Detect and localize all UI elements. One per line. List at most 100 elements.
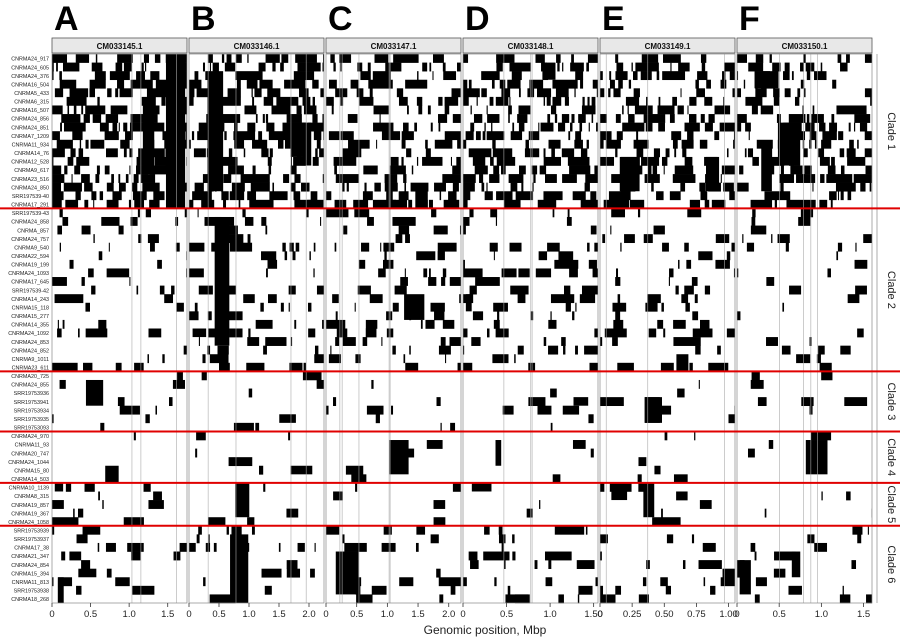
sample-label: CNRMA11_934 bbox=[12, 142, 49, 148]
presence-block bbox=[345, 465, 364, 475]
presence-block bbox=[600, 397, 624, 407]
presence-block bbox=[701, 62, 706, 72]
presence-block bbox=[547, 114, 551, 123]
presence-block bbox=[93, 199, 95, 209]
presence-block bbox=[594, 242, 598, 252]
presence-block bbox=[226, 54, 232, 63]
presence-block bbox=[726, 251, 731, 261]
presence-block bbox=[162, 131, 166, 141]
presence-block bbox=[332, 294, 339, 304]
shared-presence-block bbox=[676, 354, 689, 372]
presence-block bbox=[141, 96, 156, 106]
presence-block bbox=[537, 405, 552, 415]
presence-block bbox=[420, 319, 423, 329]
presence-block bbox=[118, 225, 124, 235]
presence-block bbox=[312, 114, 318, 123]
x-tick-label: 0 bbox=[734, 609, 739, 620]
presence-block bbox=[588, 259, 597, 269]
presence-block bbox=[641, 156, 660, 166]
presence-block bbox=[729, 71, 735, 81]
presence-block bbox=[714, 105, 731, 115]
presence-block bbox=[661, 302, 664, 312]
presence-block bbox=[262, 114, 265, 123]
presence-block bbox=[470, 560, 479, 569]
presence-block bbox=[563, 345, 566, 355]
presence-block bbox=[226, 525, 229, 535]
presence-block bbox=[362, 337, 368, 346]
presence-block bbox=[189, 199, 194, 209]
presence-block bbox=[463, 174, 476, 183]
presence-block bbox=[405, 234, 410, 244]
shared-presence-block bbox=[761, 148, 772, 192]
presence-block bbox=[209, 594, 236, 604]
presence-block bbox=[209, 354, 229, 364]
presence-block bbox=[57, 328, 62, 338]
presence-block bbox=[148, 328, 162, 338]
presence-block bbox=[123, 148, 127, 158]
presence-block bbox=[404, 182, 407, 192]
presence-block bbox=[796, 354, 811, 364]
presence-block bbox=[312, 79, 319, 89]
presence-block bbox=[411, 165, 414, 175]
presence-block bbox=[85, 105, 106, 115]
presence-block bbox=[290, 182, 296, 192]
clade-label-layer: Clade 1 Clade 2 Clade 3 Clade 4 Clade 5 Clade… bbox=[885, 112, 897, 583]
presence-block bbox=[696, 88, 705, 98]
presence-block bbox=[438, 577, 461, 587]
presence-block bbox=[150, 71, 160, 81]
presence-block bbox=[457, 139, 461, 149]
presence-block bbox=[221, 234, 244, 244]
sample-label: CNRMA_857 bbox=[17, 228, 49, 234]
presence-block bbox=[544, 551, 572, 561]
presence-block bbox=[289, 242, 294, 252]
presence-block bbox=[510, 131, 523, 141]
presence-block bbox=[118, 174, 121, 183]
sample-label: CNRMA23_611 bbox=[12, 366, 49, 372]
presence-block bbox=[444, 96, 459, 106]
presence-block bbox=[342, 182, 345, 192]
presence-block bbox=[687, 131, 694, 141]
presence-block bbox=[450, 422, 456, 432]
presence-block bbox=[804, 165, 812, 175]
presence-block bbox=[755, 54, 764, 63]
presence-block bbox=[73, 105, 77, 115]
presence-block bbox=[684, 285, 694, 295]
presence-block bbox=[70, 148, 76, 158]
presence-block bbox=[704, 122, 713, 132]
x-tick-label: 1.5 bbox=[857, 609, 870, 620]
shared-presence-block bbox=[235, 482, 250, 518]
presence-block bbox=[153, 491, 162, 501]
presence-block bbox=[267, 156, 272, 166]
presence-block bbox=[425, 148, 431, 158]
sample-label: CNRMA22_594 bbox=[11, 254, 49, 260]
presence-block bbox=[695, 345, 701, 355]
presence-block bbox=[492, 354, 509, 364]
presence-block bbox=[52, 362, 78, 372]
clade-label: Clade 1 bbox=[885, 112, 897, 150]
presence-block bbox=[733, 131, 735, 141]
presence-block bbox=[869, 182, 872, 192]
presence-block bbox=[723, 62, 735, 72]
presence-block bbox=[839, 148, 845, 158]
presence-block bbox=[457, 62, 461, 72]
presence-block bbox=[526, 508, 533, 518]
presence-block bbox=[663, 54, 681, 63]
presence-block bbox=[128, 199, 132, 209]
presence-block bbox=[246, 362, 265, 372]
presence-block bbox=[322, 62, 324, 72]
presence-block bbox=[633, 88, 640, 98]
presence-block bbox=[463, 268, 483, 278]
presence-block bbox=[853, 122, 856, 132]
presence-block bbox=[117, 54, 133, 63]
presence-block bbox=[316, 379, 324, 389]
presence-block bbox=[737, 54, 747, 63]
presence-block bbox=[143, 482, 151, 492]
presence-block bbox=[784, 62, 790, 72]
presence-block bbox=[374, 54, 389, 63]
panel-letter-d: D bbox=[465, 0, 490, 38]
presence-block bbox=[624, 234, 635, 244]
presence-block bbox=[612, 337, 618, 346]
presence-block bbox=[384, 174, 398, 183]
sample-label: CNRMA24_970 bbox=[11, 434, 49, 440]
presence-block bbox=[562, 62, 564, 72]
